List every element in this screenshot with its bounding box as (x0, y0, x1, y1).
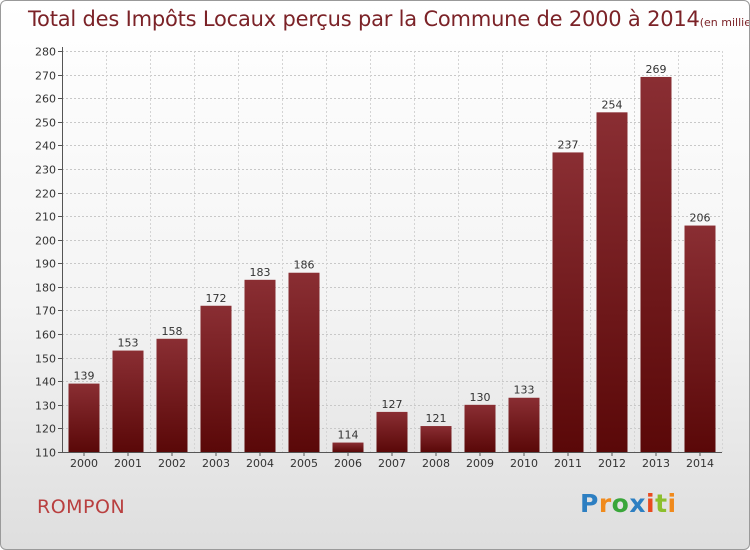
data-label: 172 (206, 292, 227, 305)
x-tick-label: 2008 (422, 457, 450, 470)
logo-letter: i (646, 489, 656, 518)
logo-letter: r (598, 489, 612, 518)
chart-title: Total des Impôts Locaux perçus par la Co… (28, 7, 700, 31)
proxiti-logo[interactable]: Proxiti (580, 489, 677, 518)
y-tick-label: 180 (35, 282, 56, 295)
data-label: 158 (162, 325, 183, 338)
data-label: 121 (426, 412, 447, 425)
x-tick-label: 2013 (642, 457, 670, 470)
bar (508, 397, 540, 452)
x-tick-label: 2009 (466, 457, 494, 470)
bar (684, 225, 716, 452)
x-tick-label: 2003 (202, 457, 230, 470)
bar (200, 305, 232, 452)
data-label: 183 (250, 266, 271, 279)
data-label: 133 (514, 384, 535, 397)
y-tick-label: 190 (35, 258, 56, 271)
bar (640, 76, 672, 453)
label-layer: 139 2000 153 2001 158 2002 172 2003 183 2004 186 20… (70, 63, 714, 470)
y-tick-label: 210 (35, 211, 56, 224)
y-tick-label: 110 (35, 447, 56, 460)
data-label: 153 (118, 337, 139, 350)
y-tick-label: 140 (35, 376, 56, 389)
bar (596, 112, 628, 453)
x-tick-label: 2006 (334, 457, 362, 470)
bar (156, 338, 188, 452)
data-label: 114 (338, 429, 359, 442)
data-label: 127 (382, 398, 403, 411)
bar (464, 404, 496, 452)
y-tick-label: 170 (35, 305, 56, 318)
logo-letter: t (655, 489, 668, 518)
x-tick-label: 2011 (554, 457, 582, 470)
y-tick-label: 260 (35, 93, 56, 106)
x-tick-label: 2004 (246, 457, 274, 470)
bar (288, 272, 320, 452)
logo-letter: P (580, 489, 599, 518)
bar (420, 426, 452, 452)
y-tick-label: 250 (35, 117, 56, 130)
y-tick-label: 130 (35, 400, 56, 413)
unit-note: (en milliers d'€) (699, 16, 750, 29)
bar (332, 442, 364, 452)
x-tick-label: 2001 (114, 457, 142, 470)
bar (68, 383, 100, 452)
y-tick-label: 270 (35, 70, 56, 83)
y-tick-label: 150 (35, 353, 56, 366)
x-tick-label: 2007 (378, 457, 406, 470)
title-row: Total des Impôts Locaux perçus par la Co… (28, 7, 750, 31)
axis-layer: 110 120 130 140 150 160 170 180 190 200 210 220 230 2… (35, 46, 722, 460)
x-tick-label: 2014 (686, 457, 714, 470)
data-label: 254 (602, 98, 623, 111)
y-tick-label: 160 (35, 329, 56, 342)
bar-layer (68, 76, 716, 453)
data-label: 206 (690, 212, 711, 225)
x-tick-label: 2010 (510, 457, 538, 470)
bar (112, 350, 144, 452)
data-label: 130 (470, 391, 491, 404)
y-tick-label: 120 (35, 423, 56, 436)
x-tick-label: 2012 (598, 457, 626, 470)
logo-letter: i (667, 489, 677, 518)
y-tick-label: 200 (35, 235, 56, 248)
bar (552, 152, 584, 452)
logo-letter: o (611, 489, 630, 518)
y-tick-label: 240 (35, 140, 56, 153)
y-tick-label: 230 (35, 164, 56, 177)
bar (244, 279, 276, 452)
x-tick-label: 2005 (290, 457, 318, 470)
data-label: 139 (74, 370, 95, 383)
bar (376, 411, 408, 452)
data-label: 186 (294, 259, 315, 272)
logo-letter: x (629, 489, 646, 518)
commune-name: ROMPON (37, 496, 126, 518)
y-tick-label: 220 (35, 188, 56, 201)
data-label: 237 (558, 138, 579, 151)
x-tick-label: 2002 (158, 457, 186, 470)
x-tick-label: 2000 (70, 457, 98, 470)
y-tick-label: 280 (35, 46, 56, 59)
data-label: 269 (646, 63, 667, 76)
